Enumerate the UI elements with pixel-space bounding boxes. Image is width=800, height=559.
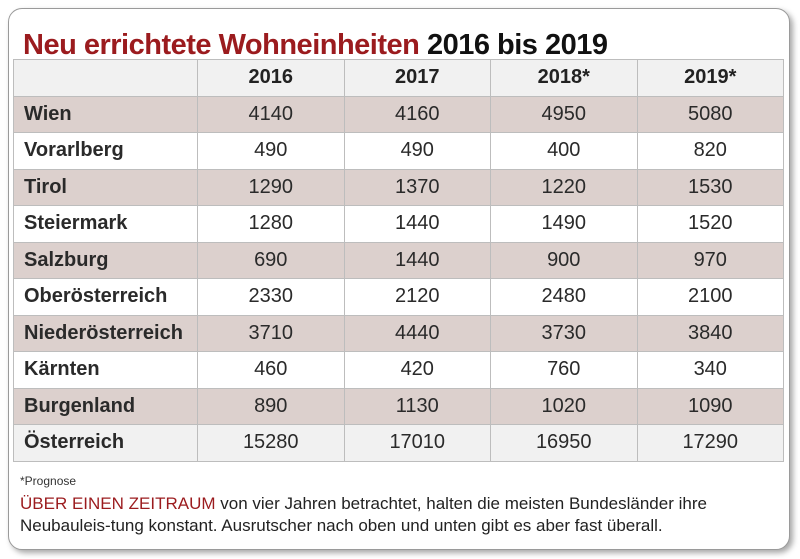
column-header: 2018*: [490, 59, 638, 97]
value-cell: 890: [197, 387, 345, 425]
row-label: Kärnten: [13, 351, 198, 389]
value-cell: 3710: [197, 314, 345, 352]
row-label: Steiermark: [13, 205, 198, 243]
header-row: 2016 2017 2018* 2019*: [13, 59, 784, 97]
value-cell: 1090: [636, 387, 784, 425]
value-cell: 400: [490, 132, 638, 170]
row-label: Burgenland: [13, 387, 198, 425]
column-header: 2017: [343, 59, 491, 97]
row-label: Salzburg: [13, 241, 198, 279]
title-highlight: Neu errichtete Wohneinheiten: [23, 29, 420, 61]
value-cell: 1280: [197, 205, 345, 243]
value-cell: 490: [343, 132, 491, 170]
table-row: Oberösterreich 2330 2120 2480 2100: [13, 278, 784, 316]
row-label: Wien: [13, 95, 198, 133]
table-row: Niederösterreich 3710 4440 3730 3840: [13, 314, 784, 352]
chart-title: Neu errichtete Wohneinheiten 2016 bis 20…: [23, 29, 608, 62]
value-cell: 2100: [636, 278, 784, 316]
value-cell: 460: [197, 351, 345, 389]
total-row: Österreich 15280 17010 16950 17290: [13, 424, 784, 462]
data-table: 2016 2017 2018* 2019* Wien 4140 4160 4950 50…: [13, 59, 784, 462]
value-cell: 1130: [343, 387, 491, 425]
value-cell: 1440: [343, 241, 491, 279]
value-cell: 1020: [490, 387, 638, 425]
value-cell: 15280: [197, 424, 345, 462]
table-row: Steiermark 1280 1440 1490 1520: [13, 205, 784, 243]
value-cell: 1520: [636, 205, 784, 243]
value-cell: 2480: [490, 278, 638, 316]
table-row: Tirol 1290 1370 1220 1530: [13, 168, 784, 206]
column-header: 2016: [197, 59, 345, 97]
value-cell: 760: [490, 351, 638, 389]
value-cell: 1530: [636, 168, 784, 206]
value-cell: 340: [636, 351, 784, 389]
value-cell: 820: [636, 132, 784, 170]
value-cell: 1290: [197, 168, 345, 206]
value-cell: 1440: [343, 205, 491, 243]
corner-cell: [13, 59, 198, 97]
value-cell: 1220: [490, 168, 638, 206]
value-cell: 1490: [490, 205, 638, 243]
row-label: Vorarlberg: [13, 132, 198, 170]
description: ÜBER EINEN ZEITRAUM von vier Jahren betr…: [20, 493, 780, 537]
description-text: von vier Jahren betrachtet, halten die m…: [20, 494, 707, 535]
value-cell: 900: [490, 241, 638, 279]
row-label: Oberösterreich: [13, 278, 198, 316]
value-cell: 3730: [490, 314, 638, 352]
value-cell: 4440: [343, 314, 491, 352]
value-cell: 3840: [636, 314, 784, 352]
title-rest: 2016 bis 2019: [426, 29, 608, 61]
value-cell: 490: [197, 132, 345, 170]
row-label: Österreich: [13, 424, 198, 462]
column-header: 2019*: [636, 59, 784, 97]
value-cell: 2330: [197, 278, 345, 316]
table-row: Burgenland 890 1130 1020 1090: [13, 387, 784, 425]
value-cell: 4950: [490, 95, 638, 133]
description-highlight: ÜBER EINEN ZEITRAUM: [20, 494, 216, 513]
value-cell: 2120: [343, 278, 491, 316]
value-cell: 16950: [490, 424, 638, 462]
table-row: Kärnten 460 420 760 340: [13, 351, 784, 389]
table-row: Wien 4140 4160 4950 5080: [13, 95, 784, 133]
table-row: Salzburg 690 1440 900 970: [13, 241, 784, 279]
row-label: Tirol: [13, 168, 198, 206]
footnote: *Prognose: [20, 474, 77, 488]
value-cell: 970: [636, 241, 784, 279]
value-cell: 17290: [636, 424, 784, 462]
value-cell: 5080: [636, 95, 784, 133]
value-cell: 420: [343, 351, 491, 389]
value-cell: 4140: [197, 95, 345, 133]
table-row: Vorarlberg 490 490 400 820: [13, 132, 784, 170]
row-label: Niederösterreich: [13, 314, 198, 352]
value-cell: 17010: [343, 424, 491, 462]
value-cell: 4160: [343, 95, 491, 133]
value-cell: 1370: [343, 168, 491, 206]
value-cell: 690: [197, 241, 345, 279]
